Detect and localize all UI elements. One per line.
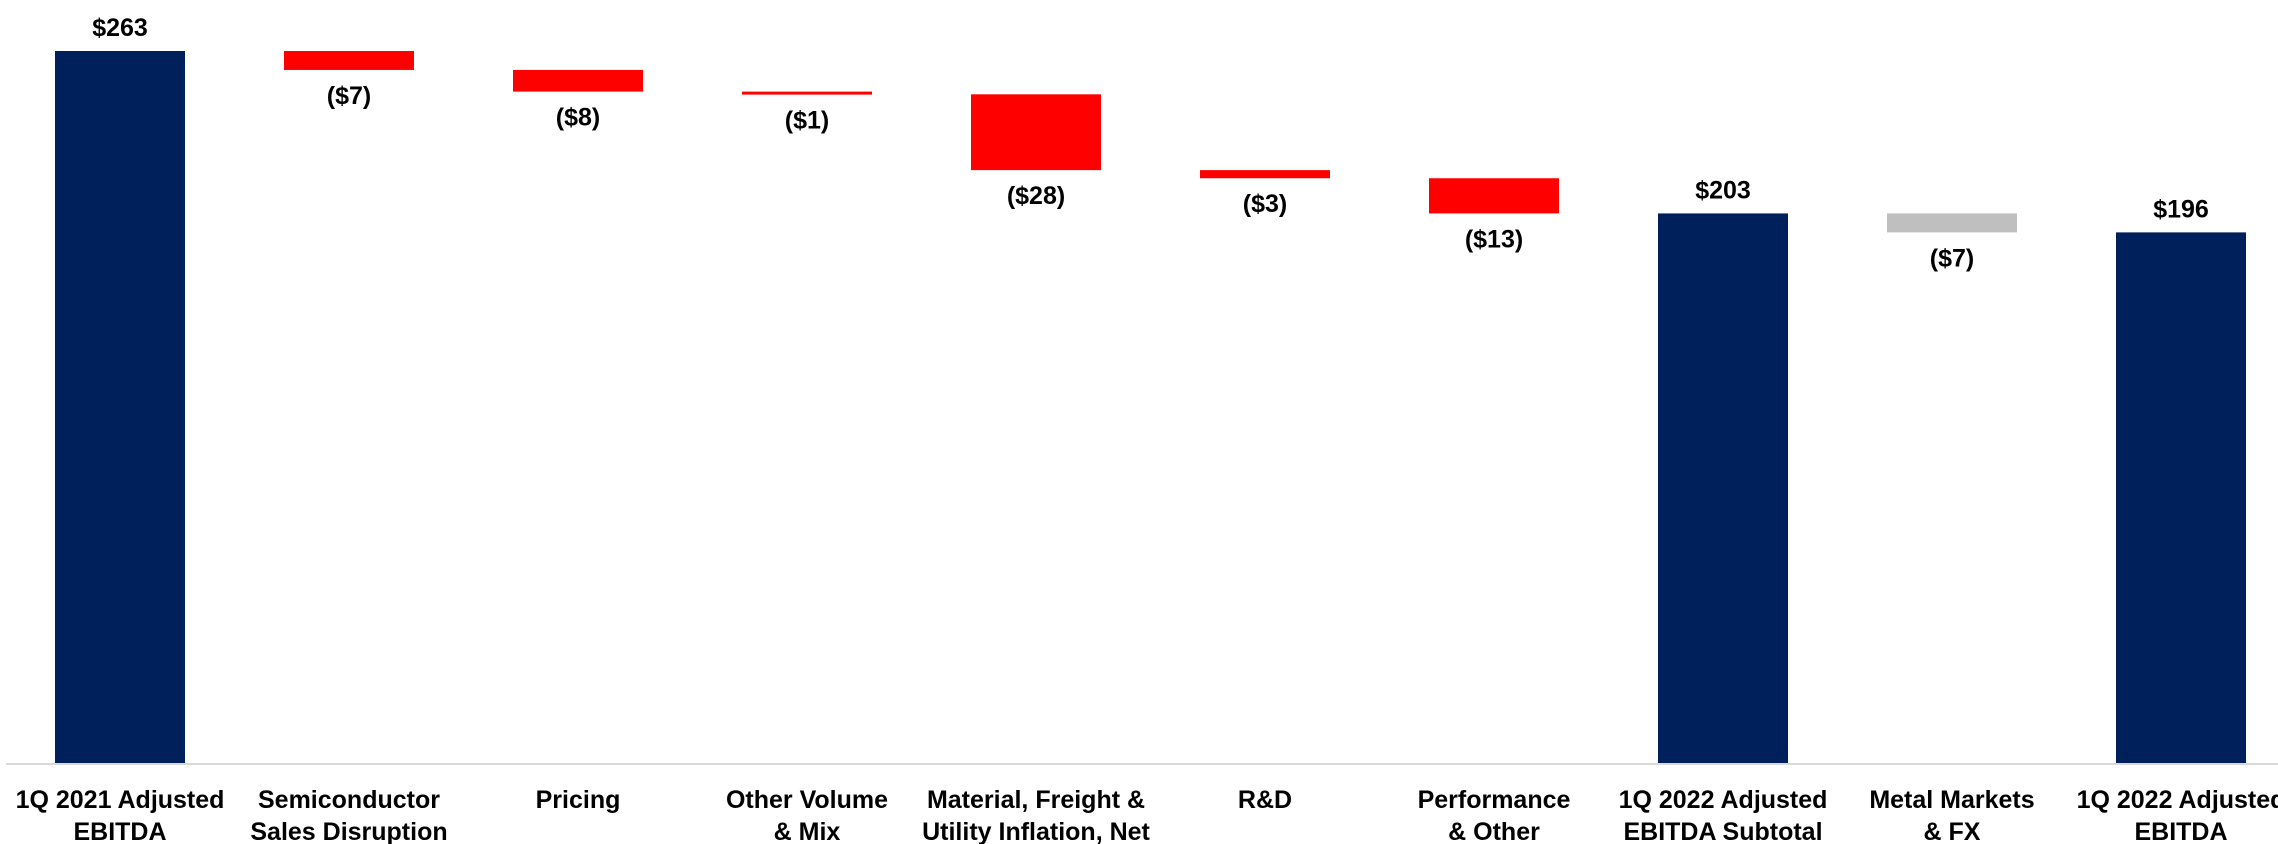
category-label-line: EBITDA — [73, 818, 166, 844]
bar-1 — [55, 51, 185, 763]
category-label-line: & Mix — [774, 818, 841, 844]
bar-8 — [1658, 213, 1788, 763]
category-label-3: Pricing — [536, 786, 621, 814]
category-label-6: R&D — [1238, 786, 1292, 814]
category-label-line: & FX — [1924, 818, 1981, 844]
category-label-line: EBITDA — [2134, 818, 2227, 844]
data-label-7: ($13) — [1465, 225, 1523, 253]
bar-3 — [513, 69, 643, 92]
category-label-8: 1Q 2022 Adjusted EBITDA Subtotal — [1619, 786, 1828, 844]
category-label-1: 1Q 2021 Adjusted EBITDA — [16, 786, 225, 844]
data-label-8: $203 — [1695, 176, 1751, 204]
category-label-line: Metal Markets — [1869, 786, 2034, 814]
data-labels-layer: $263 ($7) ($8) ($1) ($28) ($3) ($13) $203 ($7) $1… — [92, 14, 2209, 272]
category-label-9: Metal Markets & FX — [1869, 786, 2034, 844]
category-label-line: Performance — [1418, 786, 1571, 814]
category-label-4: Other Volume & Mix — [726, 786, 888, 844]
category-label-line: 1Q 2022 Adjusted — [2077, 786, 2278, 814]
bar-5 — [971, 94, 1101, 171]
category-label-line: R&D — [1238, 786, 1292, 814]
category-label-line: Utility Inflation, Net — [922, 818, 1150, 844]
category-label-10: 1Q 2022 Adjusted EBITDA — [2077, 786, 2278, 844]
data-label-4: ($1) — [785, 107, 829, 135]
data-label-10: $196 — [2153, 195, 2209, 223]
category-label-line: Sales Disruption — [250, 818, 447, 844]
bar-9 — [1887, 213, 2017, 233]
bar-7 — [1429, 178, 1559, 214]
data-label-9: ($7) — [1930, 244, 1974, 272]
category-label-line: & Other — [1448, 818, 1540, 844]
data-label-3: ($8) — [556, 104, 600, 132]
category-label-line: Pricing — [536, 786, 621, 814]
category-label-2: Semiconductor Sales Disruption — [250, 786, 447, 844]
data-label-6: ($3) — [1243, 190, 1287, 218]
data-label-2: ($7) — [327, 82, 371, 110]
bar-6 — [1200, 170, 1330, 179]
category-label-line: Other Volume — [726, 786, 888, 814]
data-label-5: ($28) — [1007, 182, 1065, 210]
bar-4 — [742, 91, 872, 95]
category-label-5: Material, Freight & Utility Inflation, Ne… — [922, 786, 1150, 844]
category-label-line: 1Q 2022 Adjusted — [1619, 786, 1828, 814]
bar-10 — [2116, 232, 2246, 763]
category-label-7: Performance & Other — [1418, 786, 1571, 844]
category-label-line: EBITDA Subtotal — [1623, 818, 1822, 844]
bar-2 — [284, 51, 414, 70]
category-labels-layer: 1Q 2021 Adjusted EBITDA Semiconductor Sales… — [16, 786, 2278, 844]
category-label-line: Semiconductor — [258, 786, 440, 814]
category-label-line: 1Q 2021 Adjusted — [16, 786, 225, 814]
bars-layer — [55, 51, 2246, 763]
category-label-line: Material, Freight & — [927, 786, 1145, 814]
data-label-1: $263 — [92, 14, 148, 42]
